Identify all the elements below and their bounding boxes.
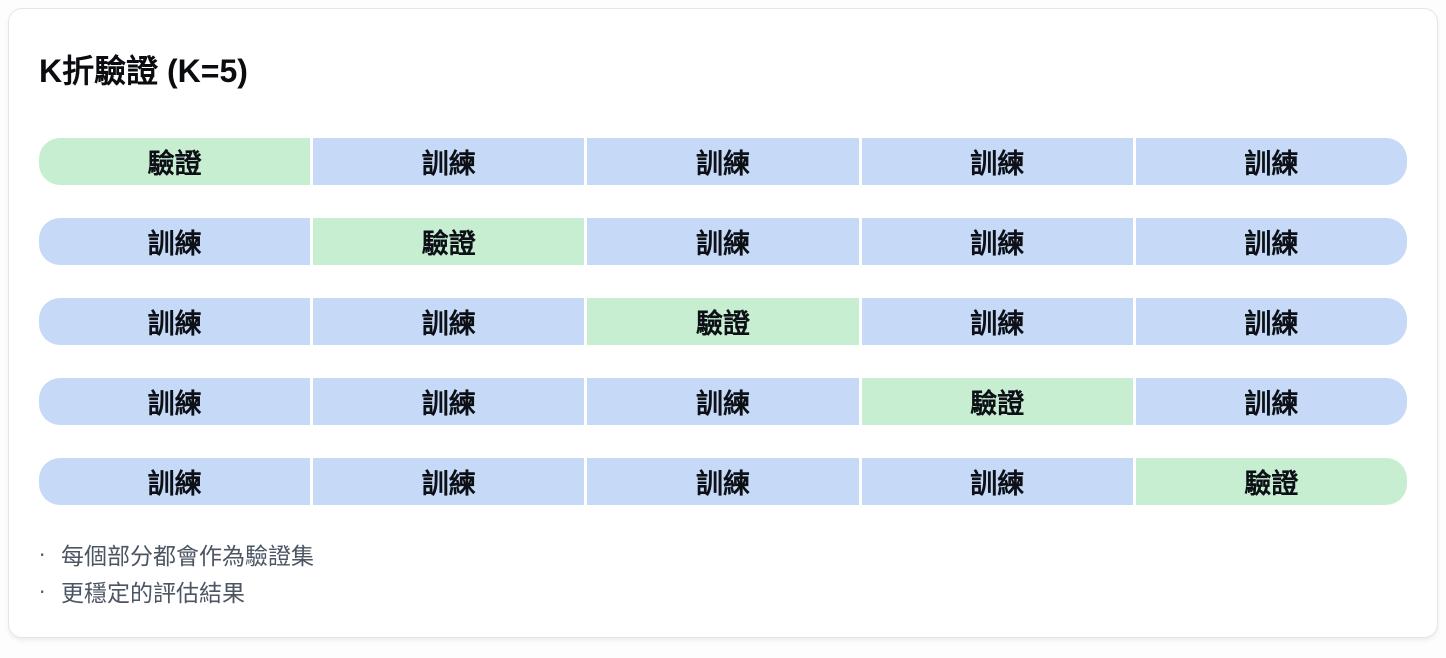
fold-segment-validation: 驗證 — [587, 298, 859, 345]
fold-row: 訓練 訓練 訓練 訓練 驗證 — [39, 458, 1407, 505]
fold-row: 驗證 訓練 訓練 訓練 訓練 — [39, 138, 1407, 185]
notes-list: ‧ 每個部分都會作為驗證集 ‧ 更穩定的評估結果 — [39, 538, 1407, 612]
fold-segment-training: 訓練 — [313, 378, 585, 425]
fold-segment-validation: 驗證 — [313, 218, 585, 265]
bullet-dot: ‧ — [39, 582, 46, 604]
fold-segment-training: 訓練 — [861, 298, 1133, 345]
fold-segment-training: 訓練 — [861, 138, 1133, 185]
note-text: 更穩定的評估結果 — [61, 580, 245, 606]
fold-segment-validation: 驗證 — [39, 138, 311, 185]
fold-segment-training: 訓練 — [39, 298, 311, 345]
fold-segment-training: 訓練 — [587, 378, 859, 425]
bullet-dot: ‧ — [39, 545, 46, 567]
fold-segment-training: 訓練 — [1135, 298, 1407, 345]
fold-segment-training: 訓練 — [39, 218, 311, 265]
fold-rows: 驗證 訓練 訓練 訓練 訓練 訓練 驗證 訓練 訓練 訓練 訓練 訓練 驗證 訓練 訓練 訓練 訓練 訓練 驗證 訓練… — [39, 138, 1407, 505]
page-title: K折驗證 (K=5) — [39, 53, 248, 89]
note-item: ‧ 更穩定的評估結果 — [39, 575, 1407, 612]
fold-segment-validation: 驗證 — [1135, 458, 1407, 505]
fold-segment-validation: 驗證 — [861, 378, 1133, 425]
kfold-card: K折驗證 (K=5) 驗證 訓練 訓練 訓練 訓練 訓練 驗證 訓練 訓練 訓練 訓練 訓練 驗證 訓練訓… — [8, 8, 1438, 638]
fold-row: 訓練 訓練 訓練 驗證 訓練 — [39, 378, 1407, 425]
fold-row: 訓練 驗證 訓練 訓練 訓練 — [39, 218, 1407, 265]
fold-row: 訓練 訓練 驗證 訓練 訓練 — [39, 298, 1407, 345]
note-text: 每個部分都會作為驗證集 — [61, 543, 314, 569]
fold-segment-training: 訓練 — [1135, 218, 1407, 265]
note-item: ‧ 每個部分都會作為驗證集 — [39, 538, 1407, 575]
fold-segment-training: 訓練 — [313, 458, 585, 505]
fold-segment-training: 訓練 — [587, 218, 859, 265]
fold-segment-training: 訓練 — [861, 218, 1133, 265]
fold-segment-training: 訓練 — [1135, 138, 1407, 185]
fold-segment-training: 訓練 — [587, 458, 859, 505]
fold-segment-training: 訓練 — [313, 298, 585, 345]
fold-segment-training: 訓練 — [587, 138, 859, 185]
fold-segment-training: 訓練 — [39, 378, 311, 425]
fold-segment-training: 訓練 — [1135, 378, 1407, 425]
fold-segment-training: 訓練 — [861, 458, 1133, 505]
fold-segment-training: 訓練 — [39, 458, 311, 505]
fold-segment-training: 訓練 — [313, 138, 585, 185]
